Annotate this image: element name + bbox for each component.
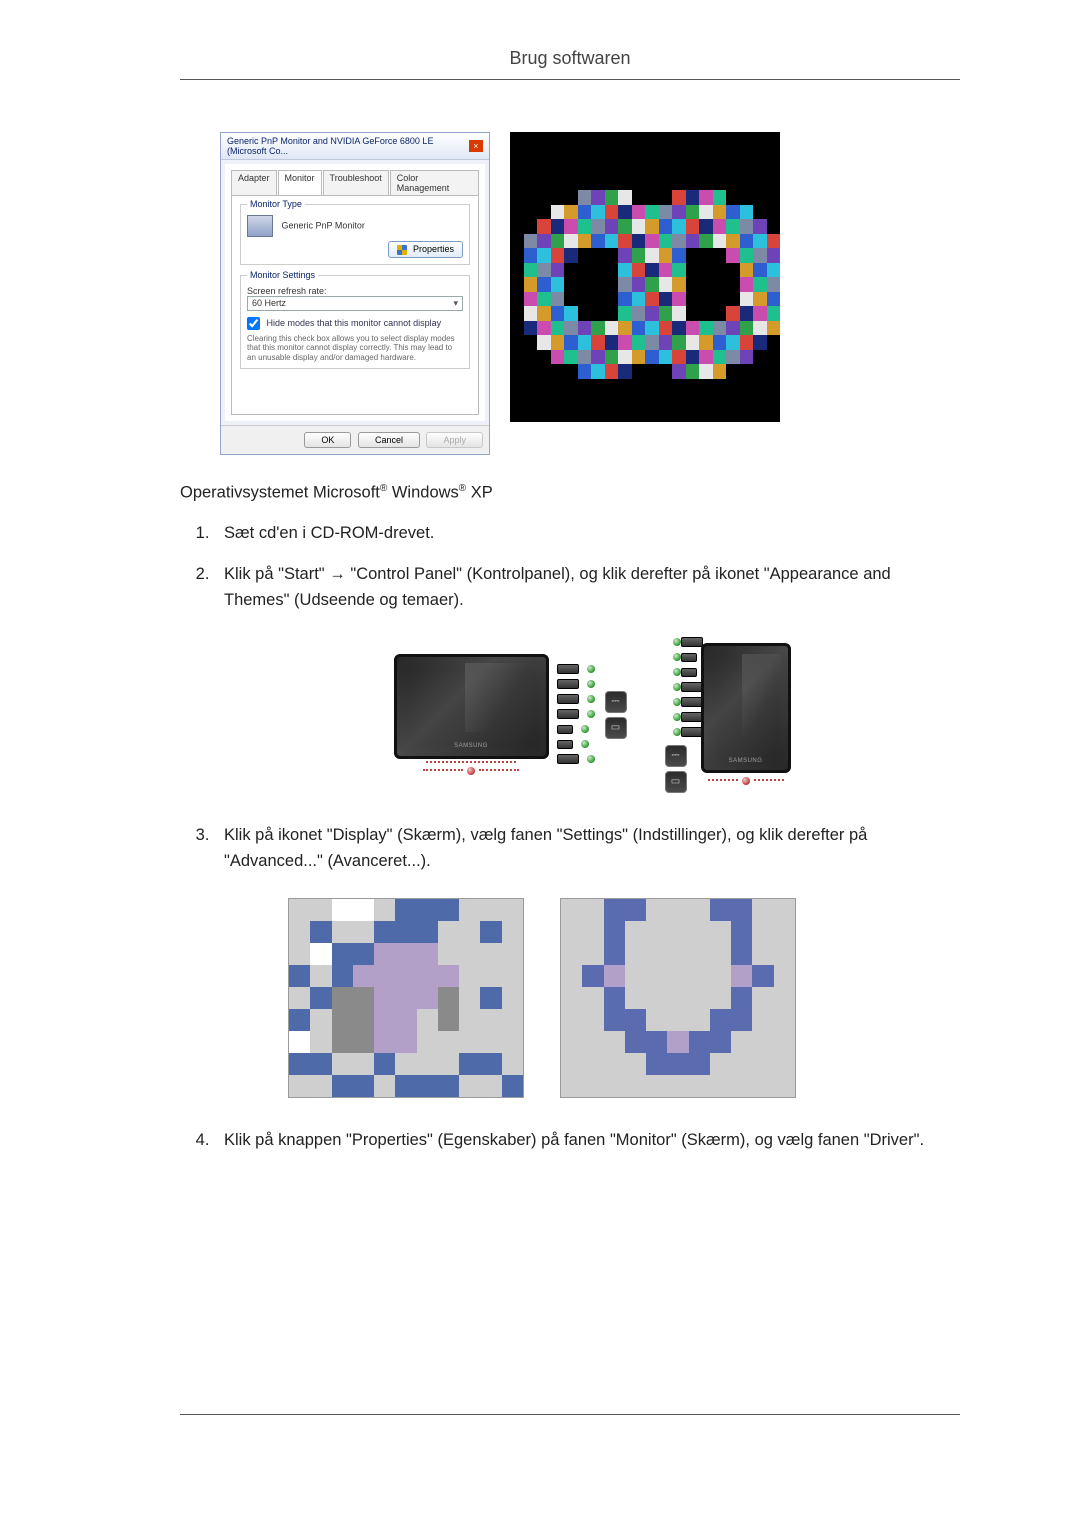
- hide-modes-label: Hide modes that this monitor cannot disp…: [267, 318, 442, 328]
- step-4: Klik på knappen "Properties" (Egenskaber…: [214, 1128, 960, 1154]
- tv-brand-label: SAMSUNG: [729, 757, 763, 770]
- pixel-right: [560, 898, 796, 1098]
- step3-figure-row: [288, 898, 960, 1098]
- refresh-rate-label: Screen refresh rate:: [247, 286, 463, 296]
- refresh-rate-value: 60 Hertz: [252, 298, 286, 308]
- card-icon: ▭: [605, 717, 627, 739]
- tv-landscape-icon: SAMSUNG: [394, 654, 549, 759]
- page-title: Brug softwaren: [180, 48, 960, 80]
- tab-monitor[interactable]: Monitor: [278, 170, 322, 195]
- step2-right-figure: ⎓ ▭ SAMSUNG: [665, 635, 791, 793]
- refresh-rate-select[interactable]: 60 Hertz ▾: [247, 296, 463, 311]
- dialog-tabs: Adapter Monitor Troubleshoot Color Manag…: [231, 170, 479, 195]
- step2-left-figure: SAMSUNG ⎓: [394, 635, 633, 793]
- cancel-button[interactable]: Cancel: [358, 432, 420, 448]
- dialog-titlebar: Generic PnP Monitor and NVIDIA GeForce 6…: [221, 133, 489, 160]
- tab-color-management[interactable]: Color Management: [390, 170, 479, 195]
- os-heading: Operativsystemet Microsoft® Windows® XP: [180, 483, 960, 503]
- monitor-settings-label: Monitor Settings: [247, 270, 318, 280]
- tab-adapter[interactable]: Adapter: [231, 170, 277, 195]
- hide-modes-checkbox[interactable]: [247, 317, 260, 330]
- step2-figure-row: SAMSUNG ⎓: [224, 635, 960, 793]
- chevron-down-icon: ▾: [453, 298, 458, 309]
- properties-button[interactable]: Properties: [388, 241, 463, 258]
- monitor-type-label: Monitor Type: [247, 199, 305, 209]
- card-icon: ▭: [665, 771, 687, 793]
- tv-brand-label: SAMSUNG: [454, 742, 488, 755]
- dialog-title-text: Generic PnP Monitor and NVIDIA GeForce 6…: [227, 136, 469, 156]
- apply-button[interactable]: Apply: [426, 432, 483, 448]
- mosaic-figure: [510, 132, 780, 422]
- step-3: Klik på ikonet "Display" (Skærm), vælg f…: [214, 823, 960, 1098]
- close-icon[interactable]: ×: [469, 140, 483, 152]
- monitor-settings-group: Monitor Settings Screen refresh rate: 60…: [240, 275, 470, 370]
- footer-rule: [180, 1414, 960, 1415]
- plug-icon: ⎓: [665, 745, 687, 767]
- monitor-icon: [247, 215, 273, 237]
- ok-button[interactable]: OK: [304, 432, 351, 448]
- step-1: Sæt cd'en i CD-ROM-drevet.: [214, 521, 960, 547]
- tv-portrait-icon: SAMSUNG: [701, 643, 791, 773]
- pixel-left: [288, 898, 524, 1098]
- plug-icon: ⎓: [605, 691, 627, 713]
- tab-troubleshoot[interactable]: Troubleshoot: [323, 170, 389, 195]
- monitor-properties-dialog: Generic PnP Monitor and NVIDIA GeForce 6…: [220, 132, 490, 455]
- step-2: Klik på "Start" → "Control Panel" (Kontr…: [214, 562, 960, 793]
- monitor-type-group: Monitor Type Generic PnP Monitor Propert…: [240, 204, 470, 265]
- shield-icon: [397, 245, 407, 255]
- properties-button-label: Properties: [413, 244, 454, 254]
- top-figure-row: Generic PnP Monitor and NVIDIA GeForce 6…: [220, 132, 960, 455]
- hide-modes-note: Clearing this check box allows you to se…: [247, 334, 463, 363]
- monitor-name: Generic PnP Monitor: [282, 220, 365, 230]
